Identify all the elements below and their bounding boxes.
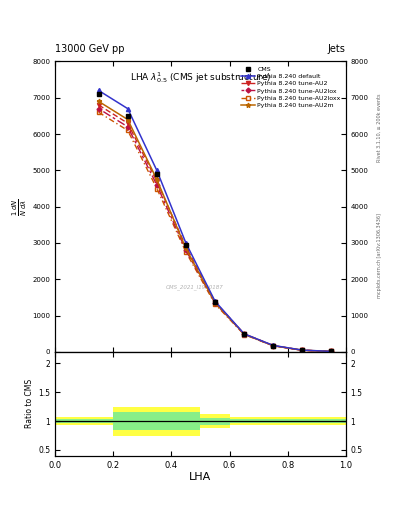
Pythia 8.240 tune-AU2lox [242, 331, 246, 337]
CMS [300, 347, 305, 353]
Pythia 8.240 tune-AU2m [184, 245, 188, 251]
Pythia 8.240 tune-AU2m [271, 343, 275, 349]
Line: CMS: CMS [96, 92, 334, 354]
Text: LHA $\lambda^{1}_{0.5}$ (CMS jet substructure): LHA $\lambda^{1}_{0.5}$ (CMS jet substru… [130, 70, 271, 85]
Pythia 8.240 tune-AU2lox [184, 247, 188, 253]
Pythia 8.240 tune-AU2lox [329, 348, 334, 354]
Pythia 8.240 tune-AU2loxx [184, 249, 188, 255]
Pythia 8.240 default [213, 298, 217, 304]
Pythia 8.240 tune-AU2 [213, 298, 217, 305]
Pythia 8.240 tune-AU2m [329, 348, 334, 354]
Pythia 8.240 tune-AU2loxx [242, 331, 246, 337]
Line: Pythia 8.240 tune-AU2: Pythia 8.240 tune-AU2 [97, 103, 333, 353]
CMS [271, 343, 275, 349]
Pythia 8.240 tune-AU2loxx [213, 301, 217, 307]
Pythia 8.240 tune-AU2m [242, 331, 246, 337]
Pythia 8.240 tune-AU2 [125, 120, 130, 126]
Text: mcplots.cern.ch [arXiv:1306.3436]: mcplots.cern.ch [arXiv:1306.3436] [377, 214, 382, 298]
Pythia 8.240 default [184, 240, 188, 246]
Pythia 8.240 tune-AU2m [154, 176, 159, 182]
Pythia 8.240 tune-AU2m [96, 98, 101, 104]
Y-axis label: $\frac{1}{N}\frac{dN}{d\lambda}$: $\frac{1}{N}\frac{dN}{d\lambda}$ [11, 198, 29, 216]
Pythia 8.240 tune-AU2m [213, 300, 217, 306]
Legend: CMS, Pythia 8.240 default, Pythia 8.240 tune-AU2, Pythia 8.240 tune-AU2lox, Pyth: CMS, Pythia 8.240 default, Pythia 8.240 … [239, 65, 343, 110]
Line: Pythia 8.240 default: Pythia 8.240 default [97, 89, 333, 353]
Pythia 8.240 tune-AU2 [329, 348, 334, 354]
Text: Jets: Jets [328, 44, 346, 54]
CMS [184, 242, 188, 248]
Pythia 8.240 tune-AU2 [184, 244, 188, 250]
Pythia 8.240 tune-AU2m [125, 116, 130, 122]
Pythia 8.240 default [154, 167, 159, 174]
Pythia 8.240 tune-AU2lox [213, 300, 217, 306]
CMS [329, 348, 334, 354]
Pythia 8.240 tune-AU2m [300, 347, 305, 353]
Pythia 8.240 tune-AU2 [242, 331, 246, 337]
Pythia 8.240 default [329, 348, 334, 354]
Text: Rivet 3.1.10, ≥ 200k events: Rivet 3.1.10, ≥ 200k events [377, 94, 382, 162]
Pythia 8.240 tune-AU2 [154, 178, 159, 184]
Y-axis label: Ratio to CMS: Ratio to CMS [25, 379, 34, 429]
CMS [96, 91, 101, 97]
Line: Pythia 8.240 tune-AU2m: Pythia 8.240 tune-AU2m [96, 99, 334, 354]
Pythia 8.240 tune-AU2loxx [329, 348, 334, 354]
Pythia 8.240 tune-AU2loxx [300, 347, 305, 353]
Pythia 8.240 tune-AU2loxx [271, 343, 275, 349]
Pythia 8.240 tune-AU2lox [300, 347, 305, 353]
Line: Pythia 8.240 tune-AU2lox: Pythia 8.240 tune-AU2lox [97, 107, 333, 353]
CMS [213, 298, 217, 305]
Pythia 8.240 tune-AU2loxx [125, 127, 130, 134]
Pythia 8.240 tune-AU2lox [96, 105, 101, 112]
Pythia 8.240 tune-AU2lox [271, 343, 275, 349]
Text: 13000 GeV pp: 13000 GeV pp [55, 44, 125, 54]
CMS [242, 331, 246, 337]
CMS [125, 113, 130, 119]
Pythia 8.240 tune-AU2 [300, 347, 305, 353]
X-axis label: LHA: LHA [189, 472, 211, 482]
Pythia 8.240 default [271, 343, 275, 349]
Pythia 8.240 tune-AU2loxx [154, 185, 159, 191]
Line: Pythia 8.240 tune-AU2loxx: Pythia 8.240 tune-AU2loxx [97, 111, 333, 353]
Pythia 8.240 tune-AU2lox [125, 124, 130, 130]
Pythia 8.240 tune-AU2 [271, 343, 275, 349]
Pythia 8.240 default [96, 88, 101, 94]
Pythia 8.240 default [300, 347, 305, 353]
Pythia 8.240 tune-AU2lox [154, 182, 159, 188]
CMS [154, 171, 159, 177]
Pythia 8.240 tune-AU2loxx [96, 109, 101, 115]
Pythia 8.240 tune-AU2 [96, 102, 101, 108]
Pythia 8.240 default [125, 105, 130, 112]
Pythia 8.240 default [242, 331, 246, 337]
Text: CMS_2021_I1920187: CMS_2021_I1920187 [165, 284, 223, 290]
